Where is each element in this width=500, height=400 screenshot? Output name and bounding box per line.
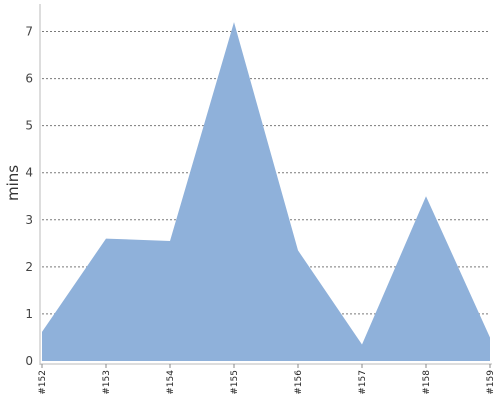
x-tick-labels: #152 #153 #154 #155 #156 #157 #158 #159 — [38, 370, 496, 395]
series-area — [41, 22, 491, 362]
axes — [39, 4, 492, 368]
x-tick-label: #155 — [230, 370, 240, 395]
y-tick-label: 6 — [25, 72, 33, 86]
x-tick-label: #156 — [294, 370, 304, 395]
y-tick-label: 5 — [25, 119, 33, 133]
y-tick-label: 7 — [25, 25, 33, 39]
x-tick-label: #159 — [486, 370, 496, 395]
x-tick-label: #153 — [102, 370, 112, 395]
y-axis-title: mins — [4, 165, 22, 201]
x-tick-label: #154 — [166, 370, 176, 395]
y-tick-label: 0 — [25, 354, 33, 368]
area-series — [42, 22, 490, 362]
x-tick-label: #157 — [358, 370, 368, 395]
y-tick-labels: 0 1 2 3 4 5 6 7 — [25, 25, 33, 368]
y-tick-label: 4 — [25, 166, 33, 180]
y-tick-label: 2 — [25, 260, 33, 274]
x-tick-label: #152 — [38, 370, 48, 395]
y-tick-label: 1 — [25, 307, 33, 321]
x-tick-label: #158 — [422, 370, 432, 395]
y-tick-label: 3 — [25, 213, 33, 227]
